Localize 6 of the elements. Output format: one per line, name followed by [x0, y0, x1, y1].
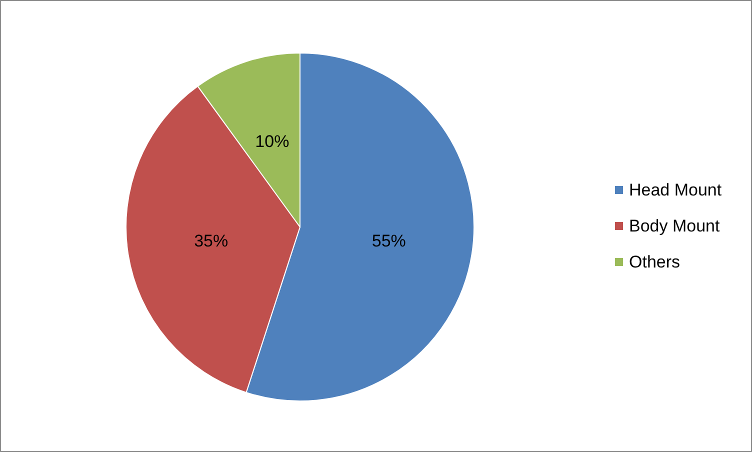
data-label: 10%: [255, 132, 290, 151]
data-label: 55%: [372, 232, 406, 251]
legend-label: Head Mount: [629, 180, 722, 200]
legend-label: Others: [629, 252, 680, 272]
data-label: 35%: [194, 232, 228, 251]
legend-label: Body Mount: [629, 216, 720, 236]
